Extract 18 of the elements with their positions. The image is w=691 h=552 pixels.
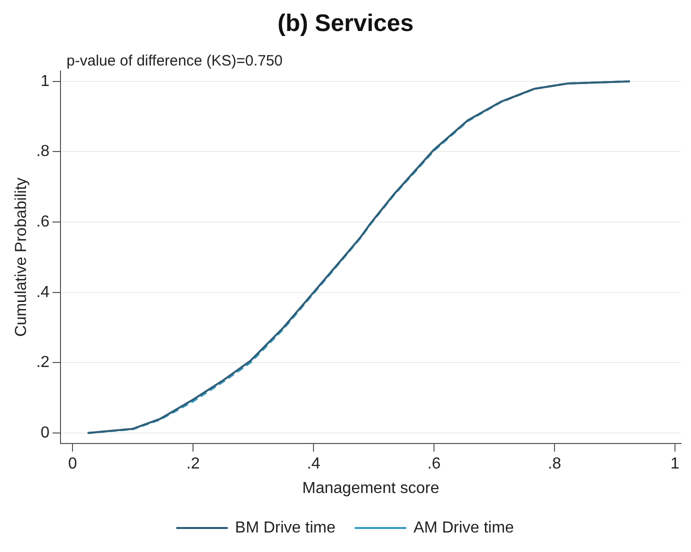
y-tick-label: .8 [36,143,50,160]
legend-label: AM Drive time [414,519,514,536]
x-tick-label: .6 [427,456,441,473]
x-tick-label: .2 [186,456,200,473]
y-tick-label: 0 [40,424,50,442]
x-tick-label: 0 [68,456,78,473]
y-tick-label: .2 [36,354,50,372]
x-axis-title: Management score [302,480,440,497]
chart-title: (b) Services [277,10,414,38]
legend-label: BM Drive time [235,519,336,536]
text: p-value of difference (KS)=0.750 [66,52,283,70]
y-tick-label: .4 [36,284,50,301]
y-tick-label: 1 [40,72,50,90]
x-tick-label: .8 [548,456,562,473]
y-axis-title: Cumulative Probability [13,178,30,337]
x-tick-label: 1 [670,456,680,473]
x-tick-label: .4 [306,456,320,473]
y-tick-label: .6 [36,213,50,230]
